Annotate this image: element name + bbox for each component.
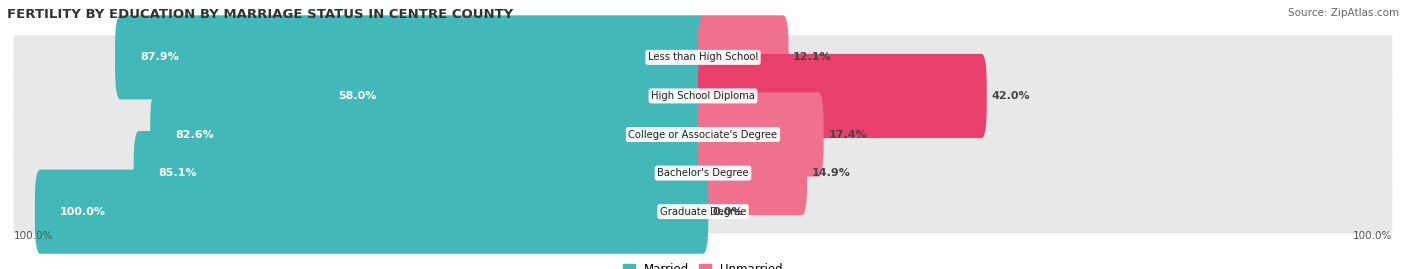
FancyBboxPatch shape — [697, 131, 807, 215]
Text: 58.0%: 58.0% — [339, 91, 377, 101]
Text: 100.0%: 100.0% — [60, 207, 105, 217]
Text: Less than High School: Less than High School — [648, 52, 758, 62]
Text: 0.0%: 0.0% — [713, 207, 744, 217]
Text: 100.0%: 100.0% — [1353, 231, 1392, 240]
Text: 87.9%: 87.9% — [141, 52, 179, 62]
FancyBboxPatch shape — [14, 74, 1392, 118]
Text: Graduate Degree: Graduate Degree — [659, 207, 747, 217]
Text: 14.9%: 14.9% — [811, 168, 851, 178]
Text: 42.0%: 42.0% — [991, 91, 1031, 101]
Text: 82.6%: 82.6% — [176, 129, 214, 140]
Text: 100.0%: 100.0% — [14, 231, 53, 240]
Text: College or Associate's Degree: College or Associate's Degree — [628, 129, 778, 140]
FancyBboxPatch shape — [314, 54, 709, 138]
Text: 12.1%: 12.1% — [793, 52, 832, 62]
FancyBboxPatch shape — [134, 131, 709, 215]
FancyBboxPatch shape — [697, 93, 824, 176]
FancyBboxPatch shape — [697, 54, 987, 138]
FancyBboxPatch shape — [697, 15, 789, 100]
Text: Source: ZipAtlas.com: Source: ZipAtlas.com — [1288, 8, 1399, 18]
FancyBboxPatch shape — [115, 15, 709, 100]
FancyBboxPatch shape — [14, 112, 1392, 157]
FancyBboxPatch shape — [14, 190, 1392, 234]
FancyBboxPatch shape — [150, 93, 709, 176]
FancyBboxPatch shape — [14, 35, 1392, 79]
FancyBboxPatch shape — [35, 169, 709, 254]
Text: Bachelor's Degree: Bachelor's Degree — [657, 168, 749, 178]
FancyBboxPatch shape — [14, 151, 1392, 195]
Text: 17.4%: 17.4% — [828, 129, 868, 140]
Text: High School Diploma: High School Diploma — [651, 91, 755, 101]
Text: FERTILITY BY EDUCATION BY MARRIAGE STATUS IN CENTRE COUNTY: FERTILITY BY EDUCATION BY MARRIAGE STATU… — [7, 8, 513, 21]
Legend: Married, Unmarried: Married, Unmarried — [623, 263, 783, 269]
Text: 85.1%: 85.1% — [159, 168, 197, 178]
